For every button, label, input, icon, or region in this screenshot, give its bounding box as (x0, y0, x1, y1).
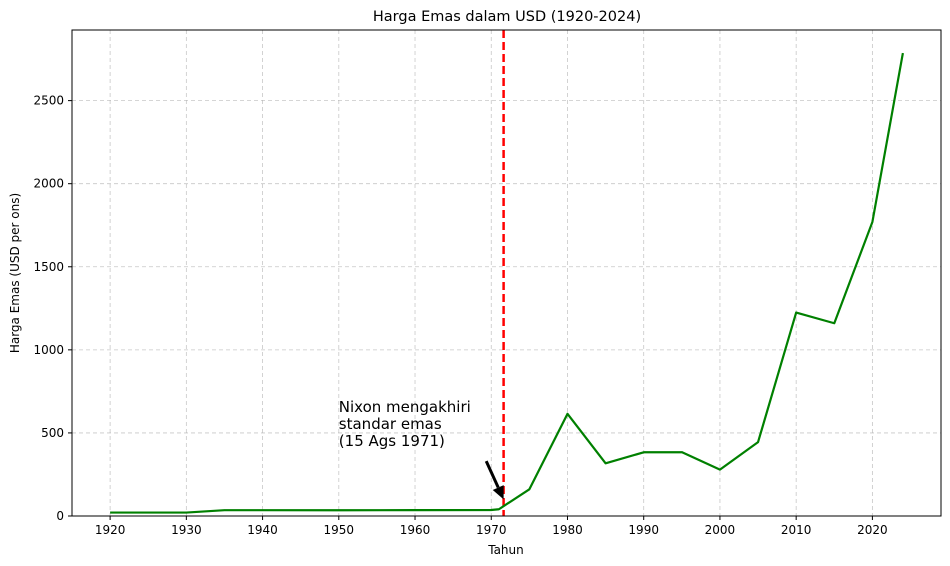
chart-title: Harga Emas dalam USD (1920-2024) (373, 9, 641, 25)
y-tick-label: 0 (56, 509, 64, 523)
y-tick-label: 1500 (33, 260, 64, 274)
x-tick-label: 1930 (171, 523, 202, 537)
annotation-line: standar emas (339, 415, 442, 433)
x-tick-label: 2010 (781, 523, 812, 537)
x-tick-label: 1920 (95, 523, 126, 537)
x-tick-label: 1950 (324, 523, 355, 537)
y-tick-label: 1000 (33, 343, 64, 357)
annotation-arrow-shaft (484, 460, 500, 489)
x-tick-label: 2020 (857, 523, 888, 537)
x-tick-label: 1970 (476, 523, 507, 537)
series-layer (110, 52, 904, 514)
plot-frame (71, 29, 942, 517)
annotation-line: (15 Ags 1971) (339, 432, 445, 450)
y-tick-label: 500 (41, 426, 64, 440)
annotation-layer: Nixon mengakhiri standar emas (15 Ags 1971… (339, 398, 504, 500)
x-tick-label: 1960 (400, 523, 431, 537)
x-tick-label: 1980 (552, 523, 583, 537)
x-axis-label: Tahun (487, 543, 524, 557)
annotation-text: Nixon mengakhiri standar emas (15 Ags 1971… (339, 398, 471, 450)
gold-price-line (110, 52, 904, 514)
grid (72, 30, 941, 517)
annotation-line: Nixon mengakhiri (339, 398, 471, 416)
annotation-arrow-head (492, 485, 504, 500)
x-tick-label: 2000 (705, 523, 736, 537)
y-axis-label: Harga Emas (USD per ons) (8, 193, 22, 353)
x-tick-label: 1990 (628, 523, 659, 537)
x-tick-label: 1940 (247, 523, 278, 537)
y-tick-label: 2000 (33, 177, 64, 191)
axis-ticks: 1920 1930 1940 1950 1960 1970 1980 1990 2000 2010… (33, 94, 887, 537)
y-tick-label: 2500 (33, 94, 64, 108)
